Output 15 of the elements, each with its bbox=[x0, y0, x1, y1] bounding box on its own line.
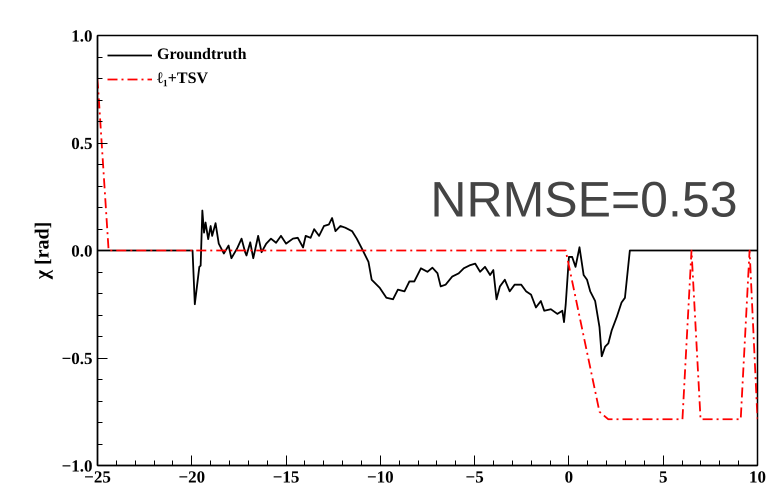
x-tick-label: −15 bbox=[272, 468, 300, 486]
y-tick-label: −0.5 bbox=[62, 349, 92, 368]
legend-label: ℓ₁+TSV bbox=[157, 70, 208, 88]
x-tick-label: 10 bbox=[749, 468, 766, 486]
y-axis-title: χ [rad] bbox=[32, 222, 54, 280]
x-tick-label: 0 bbox=[564, 468, 574, 486]
y-tick-label: 0.0 bbox=[71, 242, 92, 260]
legend-label: Groundtruth bbox=[157, 46, 247, 64]
x-tick-label: −20 bbox=[178, 468, 206, 486]
y-tick-label: 0.5 bbox=[71, 134, 92, 153]
x-tick-label: −10 bbox=[367, 468, 394, 486]
x-tick-label: 5 bbox=[658, 468, 668, 486]
y-tick-label: 1.0 bbox=[71, 26, 92, 46]
x-tick-label: −5 bbox=[466, 468, 484, 486]
annotation: NRMSE=0.53 bbox=[430, 172, 738, 228]
